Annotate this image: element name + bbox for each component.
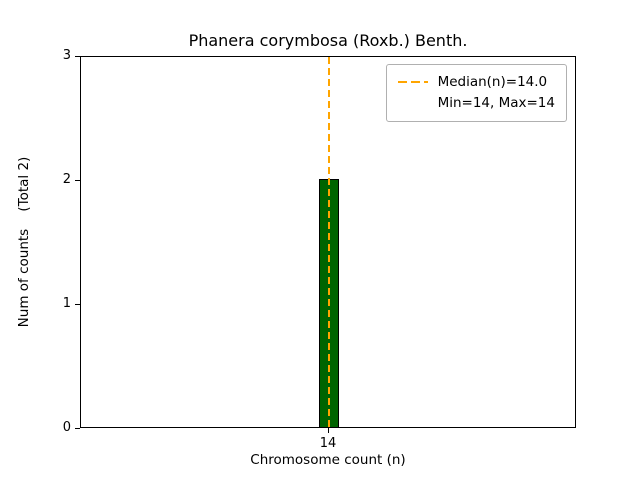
legend-empty-sample: [398, 102, 428, 104]
legend-entry-minmax: Min=14, Max=14: [398, 93, 555, 114]
y-tick-label: 1: [62, 296, 71, 311]
legend-minmax-label: Min=14, Max=14: [437, 94, 555, 111]
legend-median-label: Median(n)=14.0: [437, 74, 548, 90]
plot-area: Median(n)=14.0 Min=14, Max=14: [80, 56, 576, 428]
median-line: [328, 57, 330, 427]
y-tick-label: 0: [62, 420, 71, 435]
chart-title: Phanera corymbosa (Roxb.) Benth.: [188, 31, 468, 50]
y-tick-label: 3: [62, 48, 71, 63]
y-axis-label: Num of counts (Total 2): [16, 156, 32, 328]
y-tick-mark: [75, 303, 80, 305]
y-tick-mark: [75, 427, 80, 429]
x-tick-label: 14: [319, 436, 337, 451]
y-tick-mark: [75, 55, 80, 57]
x-axis-label: Chromosome count (n): [250, 452, 406, 468]
y-tick-mark: [75, 179, 80, 181]
median-dashed-line-sample-icon: [397, 81, 428, 84]
x-tick-mark: [327, 428, 329, 433]
y-tick-label: 2: [62, 172, 71, 187]
legend-entry-median: Median(n)=14.0: [397, 72, 555, 93]
legend: Median(n)=14.0 Min=14, Max=14: [385, 64, 567, 122]
